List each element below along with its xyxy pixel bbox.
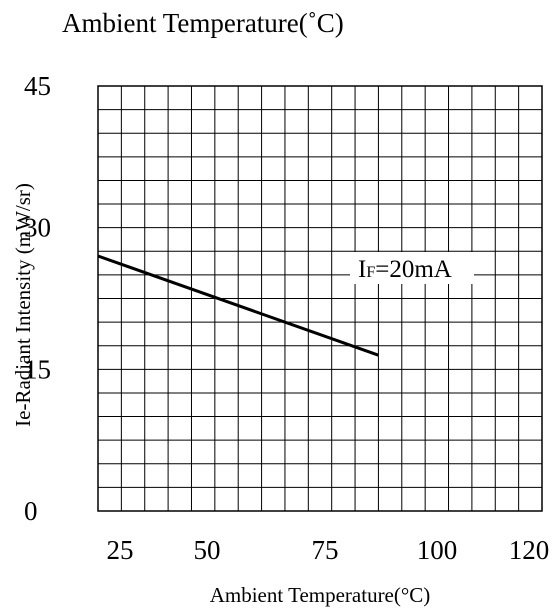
grid: [98, 86, 542, 511]
x-tick-label: 100: [417, 535, 458, 565]
y-axis-ticks: 0 15 30 45: [24, 71, 51, 526]
annotation-background: [350, 252, 474, 284]
y-axis-label: Ie-Radiant Intensity (mW/sr): [11, 183, 35, 427]
annotation-rest: =20mA: [375, 256, 452, 283]
annotation-main: I: [358, 256, 366, 283]
series: [97, 254, 379, 357]
series-line: [97, 254, 379, 357]
y-tick-label: 45: [24, 71, 51, 101]
x-axis-ticks: 25 50 75 100 120: [107, 535, 550, 565]
y-tick-label: 15: [24, 354, 51, 384]
annotation-subscript: F: [366, 264, 375, 281]
y-tick-label: 0: [24, 496, 38, 526]
y-tick-label: 30: [24, 213, 51, 243]
x-axis-label: Ambient Temperature(°C): [210, 583, 431, 607]
annotation-if: IF=20mA: [358, 256, 452, 283]
x-tick-label: 75: [312, 535, 339, 565]
x-tick-label: 25: [107, 535, 134, 565]
x-tick-label: 50: [194, 535, 221, 565]
plot-frame: [97, 85, 543, 512]
chart-title-top: Ambient Temperature(˚C): [62, 8, 344, 38]
x-tick-label: 120: [509, 535, 550, 565]
